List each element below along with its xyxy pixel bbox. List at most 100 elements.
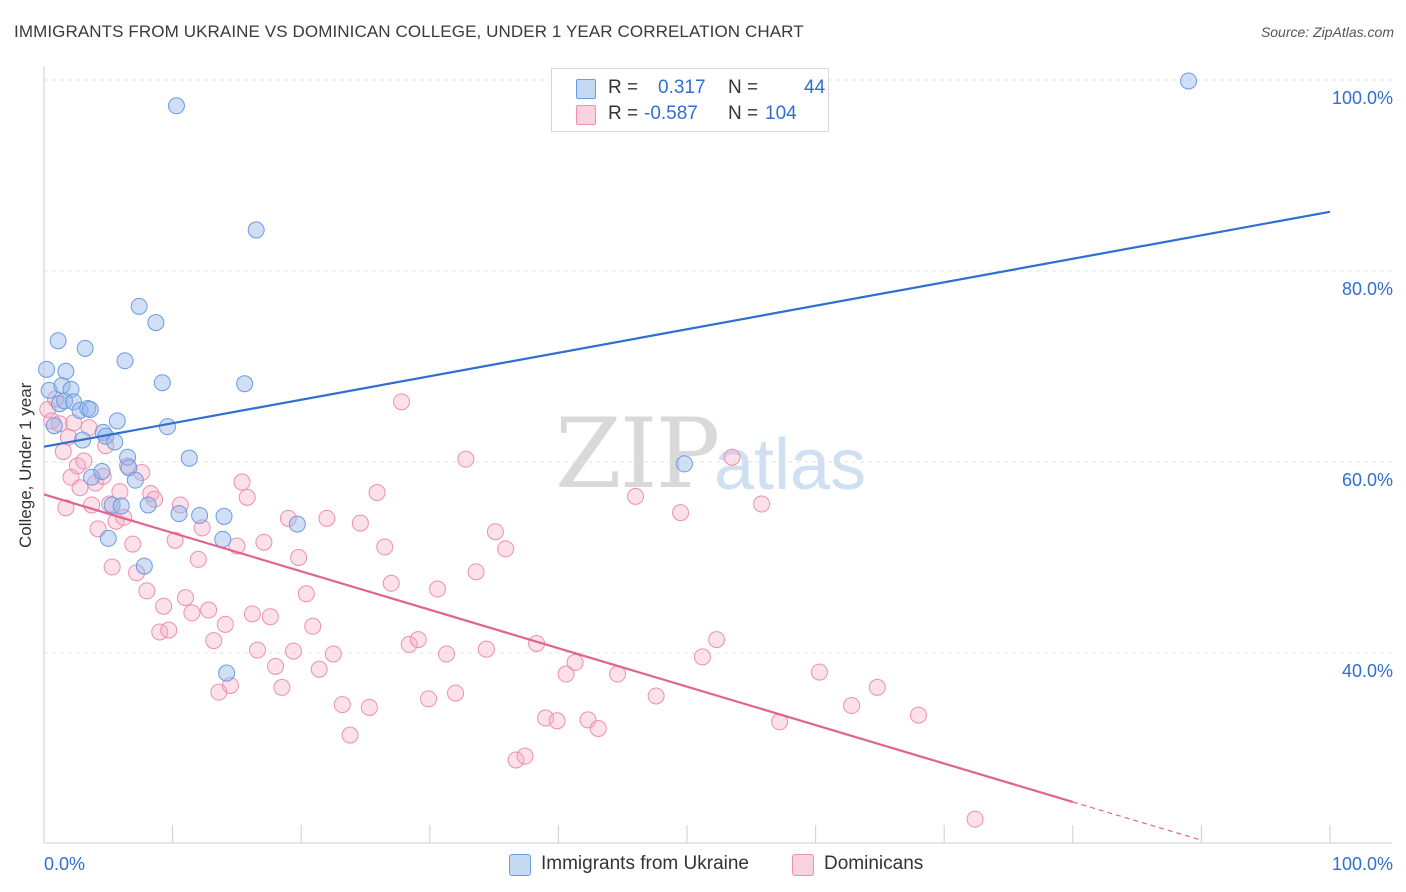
ukraine-point bbox=[50, 395, 68, 413]
dominicans-point bbox=[97, 437, 115, 455]
dominicans-point bbox=[261, 608, 279, 626]
dominicans-point bbox=[71, 479, 89, 497]
ukraine-point bbox=[214, 530, 232, 548]
dominicans-point bbox=[486, 523, 504, 541]
ukraine-point bbox=[93, 463, 111, 481]
dominicans-trendline bbox=[43, 493, 1074, 804]
ukraine-point bbox=[288, 515, 306, 533]
ukraine-point bbox=[57, 362, 75, 380]
ukraine-point bbox=[247, 221, 265, 239]
source-credit: Source: ZipAtlas.com bbox=[1260, 24, 1394, 40]
dominicans-point bbox=[248, 641, 266, 659]
x-tick-label: 100.0% bbox=[1332, 854, 1393, 874]
dominicans-point bbox=[810, 663, 828, 681]
legend-swatch-ukraine bbox=[576, 79, 596, 99]
dominicans-point bbox=[753, 495, 771, 513]
ukraine-point bbox=[38, 360, 56, 378]
dominicans-point bbox=[160, 621, 178, 639]
dominicans-point bbox=[723, 448, 741, 466]
ukraine-point bbox=[158, 418, 176, 436]
r-value: -0.587 bbox=[644, 103, 698, 124]
dominicans-point bbox=[497, 540, 515, 558]
watermark-atlas: atlas bbox=[714, 425, 867, 505]
n-label: N = bbox=[728, 103, 759, 124]
y-axis-label: College, Under 1 year bbox=[16, 382, 35, 548]
ukraine-point bbox=[83, 468, 101, 486]
dominicans-point bbox=[103, 558, 121, 576]
dominicans-point bbox=[233, 473, 251, 491]
dominicans-point bbox=[255, 533, 273, 551]
ukraine-point bbox=[191, 506, 209, 524]
ukraine-point bbox=[139, 496, 157, 514]
dominicans-point bbox=[393, 393, 411, 411]
ukraine-point bbox=[236, 375, 254, 393]
dominicans-trendline-extension bbox=[1072, 801, 1202, 841]
legend-label-dominicans: Dominicans bbox=[824, 853, 924, 874]
dominicans-point bbox=[304, 617, 322, 635]
dominicans-point bbox=[341, 726, 359, 744]
ukraine-point bbox=[106, 433, 124, 451]
dominicans-point bbox=[297, 585, 315, 603]
dominicans-point bbox=[200, 601, 218, 619]
dominicans-point bbox=[843, 697, 861, 715]
stats-legend: R = 0.317 N = 44 R = -0.587 N = 104 bbox=[551, 68, 829, 132]
dominicans-point bbox=[351, 514, 369, 532]
dominicans-point bbox=[400, 635, 418, 653]
dominicans-point bbox=[693, 648, 711, 666]
dominicans-point bbox=[627, 487, 645, 505]
dominicans-point bbox=[266, 657, 284, 675]
dominicans-point bbox=[368, 484, 386, 502]
ukraine-point bbox=[675, 455, 693, 473]
dominicans-point bbox=[566, 654, 584, 672]
n-label: N = bbox=[728, 77, 759, 98]
ukraine-point bbox=[167, 97, 185, 115]
dominicans-point bbox=[966, 810, 984, 828]
legend-swatch-ukraine bbox=[509, 854, 531, 876]
legend-label-ukraine: Immigrants from Ukraine bbox=[541, 853, 749, 874]
ukraine-point bbox=[40, 381, 58, 399]
dominicans-point bbox=[75, 452, 93, 470]
dominicans-point bbox=[333, 696, 351, 714]
dominicans-point bbox=[868, 678, 886, 696]
r-label: R = bbox=[608, 77, 639, 98]
dominicans-point bbox=[111, 483, 129, 501]
r-value: 0.317 bbox=[658, 77, 706, 98]
ukraine-point bbox=[108, 412, 126, 430]
ukraine-point bbox=[170, 505, 188, 523]
watermark-zip: ZIP bbox=[555, 398, 720, 510]
dominicans-point bbox=[176, 589, 194, 607]
dominicans-point bbox=[647, 687, 665, 705]
dominicans-point bbox=[548, 712, 566, 730]
dominicans-point bbox=[238, 488, 256, 506]
dominicans-point bbox=[205, 632, 223, 650]
dominicans-point bbox=[557, 665, 575, 683]
dominicans-point bbox=[457, 450, 475, 468]
dominicans-point bbox=[310, 660, 328, 678]
ukraine-point bbox=[103, 496, 121, 514]
ukraine-point bbox=[180, 449, 198, 467]
dominicans-point bbox=[138, 582, 156, 600]
dominicans-point bbox=[273, 678, 291, 696]
dominicans-point bbox=[438, 645, 456, 663]
ukraine-point bbox=[153, 374, 171, 392]
ukraine-point bbox=[116, 352, 134, 370]
dominicans-point bbox=[382, 574, 400, 592]
dominicans-point bbox=[909, 706, 927, 724]
dominicans-point bbox=[57, 499, 75, 517]
dominicans-point bbox=[243, 605, 261, 623]
dominicans-point bbox=[516, 747, 534, 765]
dominicans-point bbox=[376, 538, 394, 556]
ukraine-point bbox=[126, 471, 144, 489]
ukraine-point bbox=[62, 380, 80, 398]
dominicans-point bbox=[290, 549, 308, 566]
dominicans-point bbox=[193, 519, 211, 537]
dominicans-point bbox=[429, 580, 447, 598]
ukraine-point bbox=[49, 332, 67, 350]
dominicans-point bbox=[171, 496, 189, 514]
r-label: R = bbox=[608, 103, 639, 124]
ukraine-trendline bbox=[43, 210, 1331, 448]
dominicans-point bbox=[216, 615, 234, 633]
ukraine-point bbox=[99, 529, 117, 547]
dominicans-point bbox=[467, 563, 485, 581]
